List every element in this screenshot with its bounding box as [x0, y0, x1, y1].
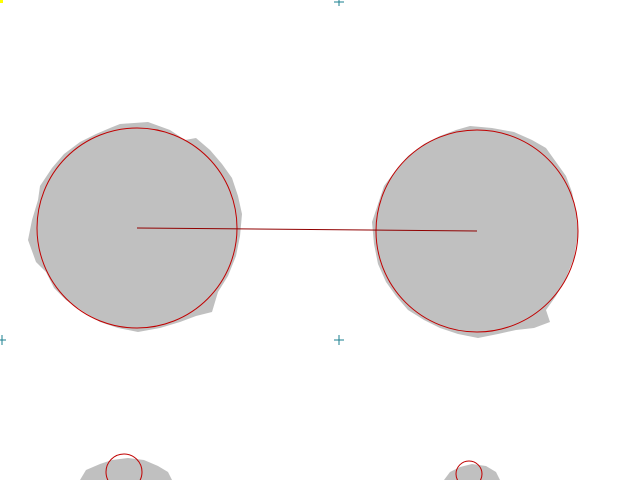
center-link-line — [136, 227, 478, 232]
crosshair-icon — [334, 0, 344, 6]
corner-marker — [0, 0, 3, 3]
blob-layer — [28, 122, 578, 480]
fit-circle-bottom-left — [105, 453, 143, 480]
fit-circle-layer — [36, 127, 579, 480]
fit-circle-right — [375, 129, 579, 333]
blob-bottom-right — [444, 464, 500, 480]
fit-circle-left — [36, 127, 238, 329]
crosshair-icon — [334, 335, 344, 345]
blob-bottom-left — [80, 458, 172, 480]
blob-left — [28, 122, 242, 332]
crosshair-icon — [0, 335, 6, 345]
blob-right — [372, 126, 578, 338]
crosshair-layer — [0, 0, 344, 345]
fit-circle-bottom-right — [455, 460, 483, 480]
